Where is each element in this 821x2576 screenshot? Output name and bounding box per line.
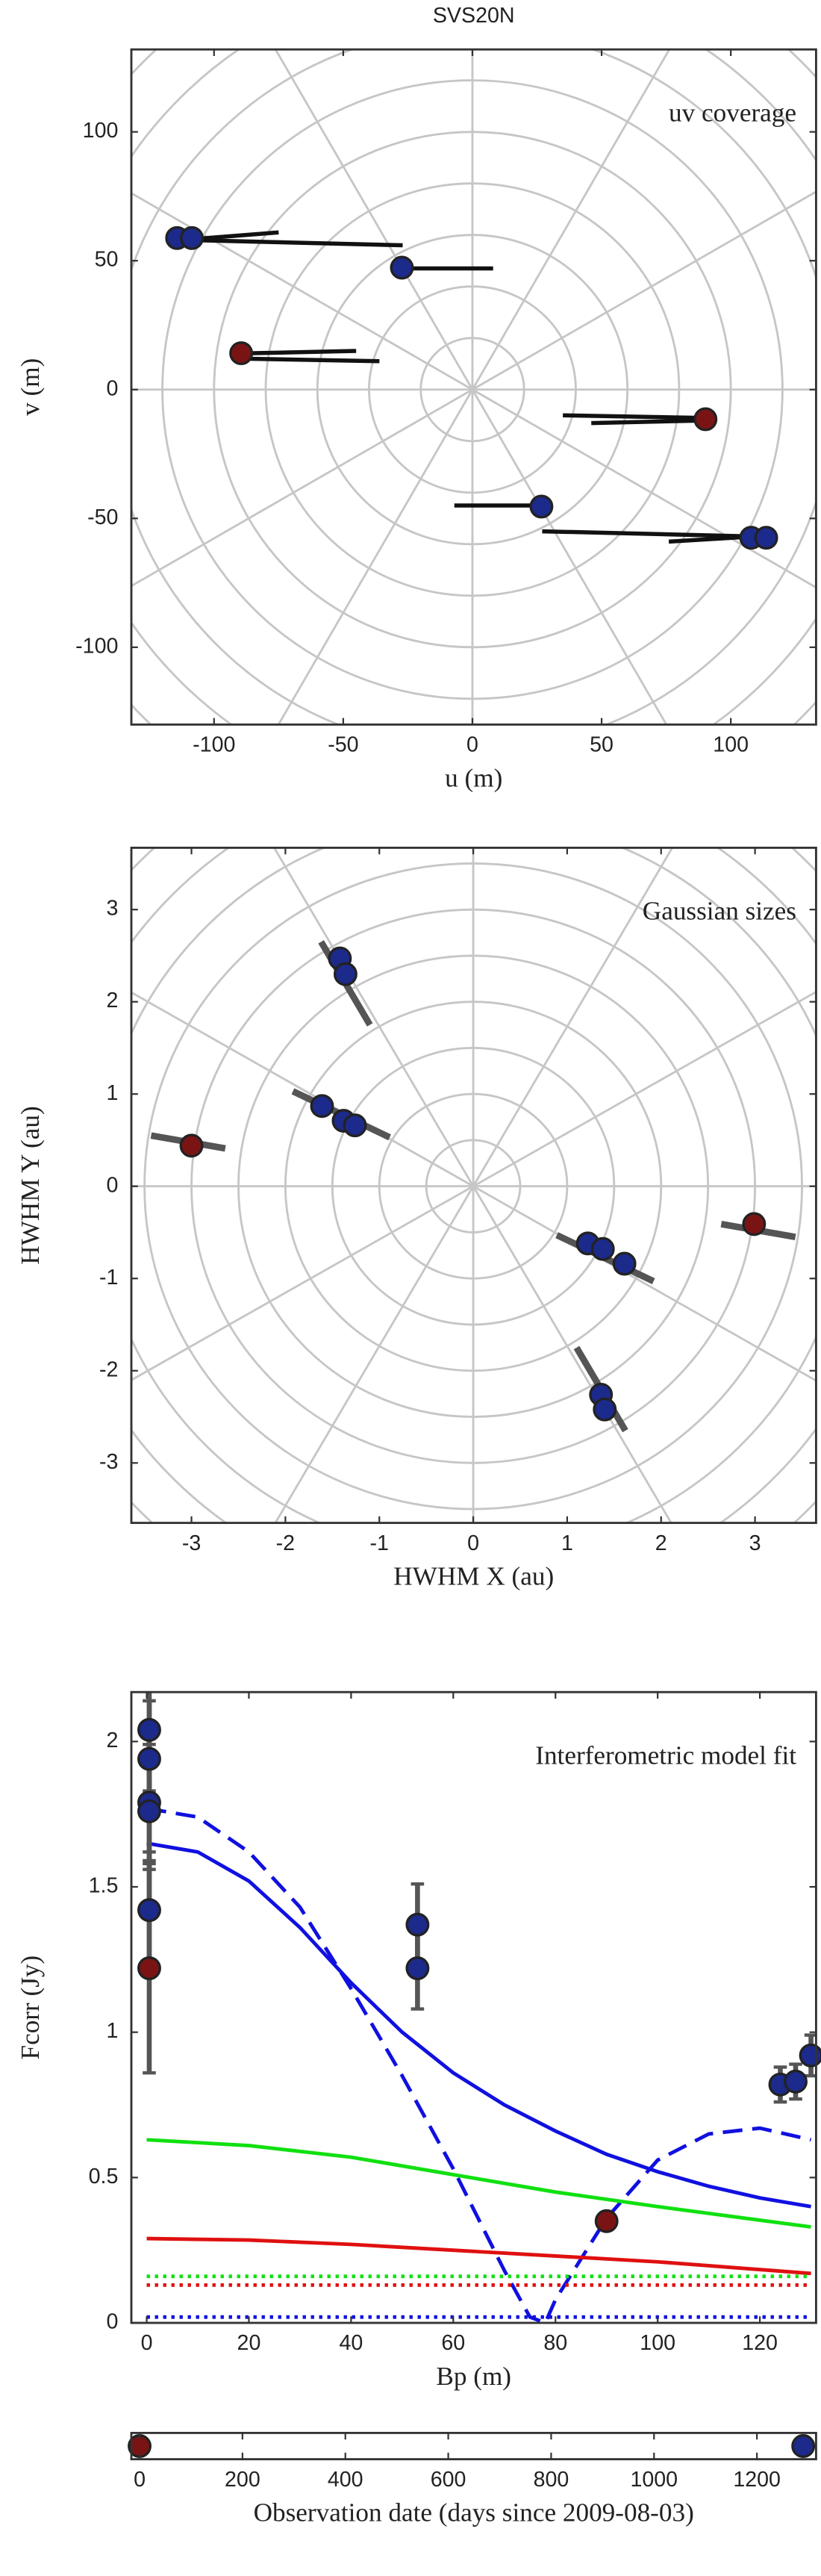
polar-spoke — [131, 991, 817, 1382]
model-line — [146, 2236, 811, 2276]
x-tick-label: 0 — [467, 1531, 479, 1555]
point — [310, 1094, 334, 1119]
x-tick-label: -2 — [276, 1531, 295, 1555]
point — [693, 407, 718, 432]
point — [405, 1956, 430, 1980]
y-tick-label: 0 — [106, 376, 118, 400]
y-tick-label: 1 — [106, 1081, 118, 1105]
track — [563, 413, 705, 420]
point — [742, 1212, 767, 1236]
point — [754, 526, 778, 550]
plot — [131, 49, 817, 725]
track — [542, 529, 755, 539]
model-line — [146, 1841, 811, 2209]
annotation: Gaussian sizes — [643, 896, 796, 925]
point — [137, 1956, 161, 1980]
x-tick-label: 400 — [328, 2468, 363, 2492]
point — [784, 2069, 808, 2094]
y-tick-label: 0 — [106, 1173, 118, 1197]
x-axis-label: Bp (m) — [436, 2362, 511, 2391]
x-axis-label: u (m) — [445, 763, 502, 792]
y-tick-label: -2 — [99, 1357, 118, 1381]
point — [343, 1113, 367, 1138]
point — [229, 341, 254, 366]
x-tick-label: 100 — [713, 733, 749, 757]
y-axis-label: v (m) — [16, 358, 45, 416]
x-tick-label: 2 — [655, 1531, 667, 1555]
point — [791, 2434, 816, 2458]
y-tick-label: 2 — [106, 1729, 118, 1752]
y-tick-label: -100 — [75, 634, 118, 658]
x-axis-label: Observation date (days since 2009-08-03) — [254, 2498, 694, 2527]
track — [240, 349, 357, 356]
x-tick-label: 200 — [225, 2468, 260, 2492]
x-tick-label: 800 — [534, 2468, 569, 2492]
x-tick-label: 40 — [339, 2331, 363, 2355]
point — [590, 1236, 615, 1261]
plot — [131, 847, 817, 1523]
y-tick-label: 0 — [106, 2310, 118, 2334]
y-tick-label: 0.5 — [89, 2165, 119, 2188]
x-tick-label: 0 — [466, 733, 478, 757]
x-tick-label: 1000 — [630, 2468, 678, 2492]
point — [405, 1912, 430, 1937]
x-tick-label: 1 — [561, 1531, 573, 1555]
model-line — [146, 2138, 811, 2229]
x-tick-label: 120 — [742, 2331, 778, 2355]
x-axis-label: HWHM X (au) — [393, 1561, 554, 1590]
point — [180, 225, 204, 250]
x-tick-label: 80 — [543, 2331, 567, 2355]
y-axis-label: Fcorr (Jy) — [16, 1956, 45, 2060]
point — [612, 1251, 637, 1276]
x-tick-label: 60 — [441, 2331, 465, 2355]
y-tick-label: 2 — [106, 989, 118, 1012]
y-axis-label: HWHM Y (au) — [16, 1106, 45, 1264]
point — [137, 1898, 161, 1923]
point — [529, 494, 554, 519]
x-tick-label: -100 — [193, 733, 235, 757]
plot-area — [131, 2433, 817, 2460]
point — [390, 255, 414, 280]
plot-area — [131, 1692, 817, 2323]
plot-frame — [130, 48, 817, 726]
model-line — [146, 1806, 812, 2324]
track — [193, 237, 403, 248]
annotation: uv coverage — [669, 98, 796, 127]
x-tick-label: 1200 — [733, 2468, 781, 2492]
point — [137, 1799, 161, 1823]
y-tick-label: -1 — [99, 1266, 118, 1289]
point — [137, 1746, 161, 1771]
chart-title: SVS20N — [433, 4, 515, 28]
x-tick-label: -3 — [182, 1531, 201, 1555]
point — [137, 1717, 161, 1742]
y-tick-label: 1 — [106, 2019, 118, 2043]
x-tick-label: 0 — [134, 2468, 146, 2492]
y-tick-label: 100 — [83, 119, 119, 143]
point — [594, 2209, 619, 2233]
x-tick-label: -50 — [328, 733, 358, 757]
x-tick-label: 600 — [431, 2468, 466, 2492]
point — [799, 2043, 821, 2068]
track — [591, 418, 705, 426]
plot-frame — [130, 1690, 817, 2324]
x-tick-label: 0 — [141, 2331, 153, 2355]
x-tick-label: -1 — [370, 1531, 389, 1555]
y-tick-label: 3 — [106, 897, 118, 921]
y-tick-label: 50 — [95, 248, 119, 272]
annotation: Interferometric model fit — [535, 1740, 796, 1770]
point — [333, 962, 358, 986]
y-tick-label: -50 — [87, 505, 118, 529]
track — [245, 356, 380, 364]
x-tick-label: 3 — [749, 1531, 761, 1555]
point — [179, 1133, 204, 1158]
x-tick-label: 100 — [640, 2331, 675, 2355]
y-tick-label: -3 — [99, 1450, 118, 1474]
x-tick-label: 50 — [590, 733, 614, 757]
x-tick-label: 20 — [237, 2331, 261, 2355]
plot-frame — [130, 2431, 817, 2461]
y-tick-label: 1.5 — [89, 1874, 119, 1898]
point — [593, 1397, 617, 1422]
